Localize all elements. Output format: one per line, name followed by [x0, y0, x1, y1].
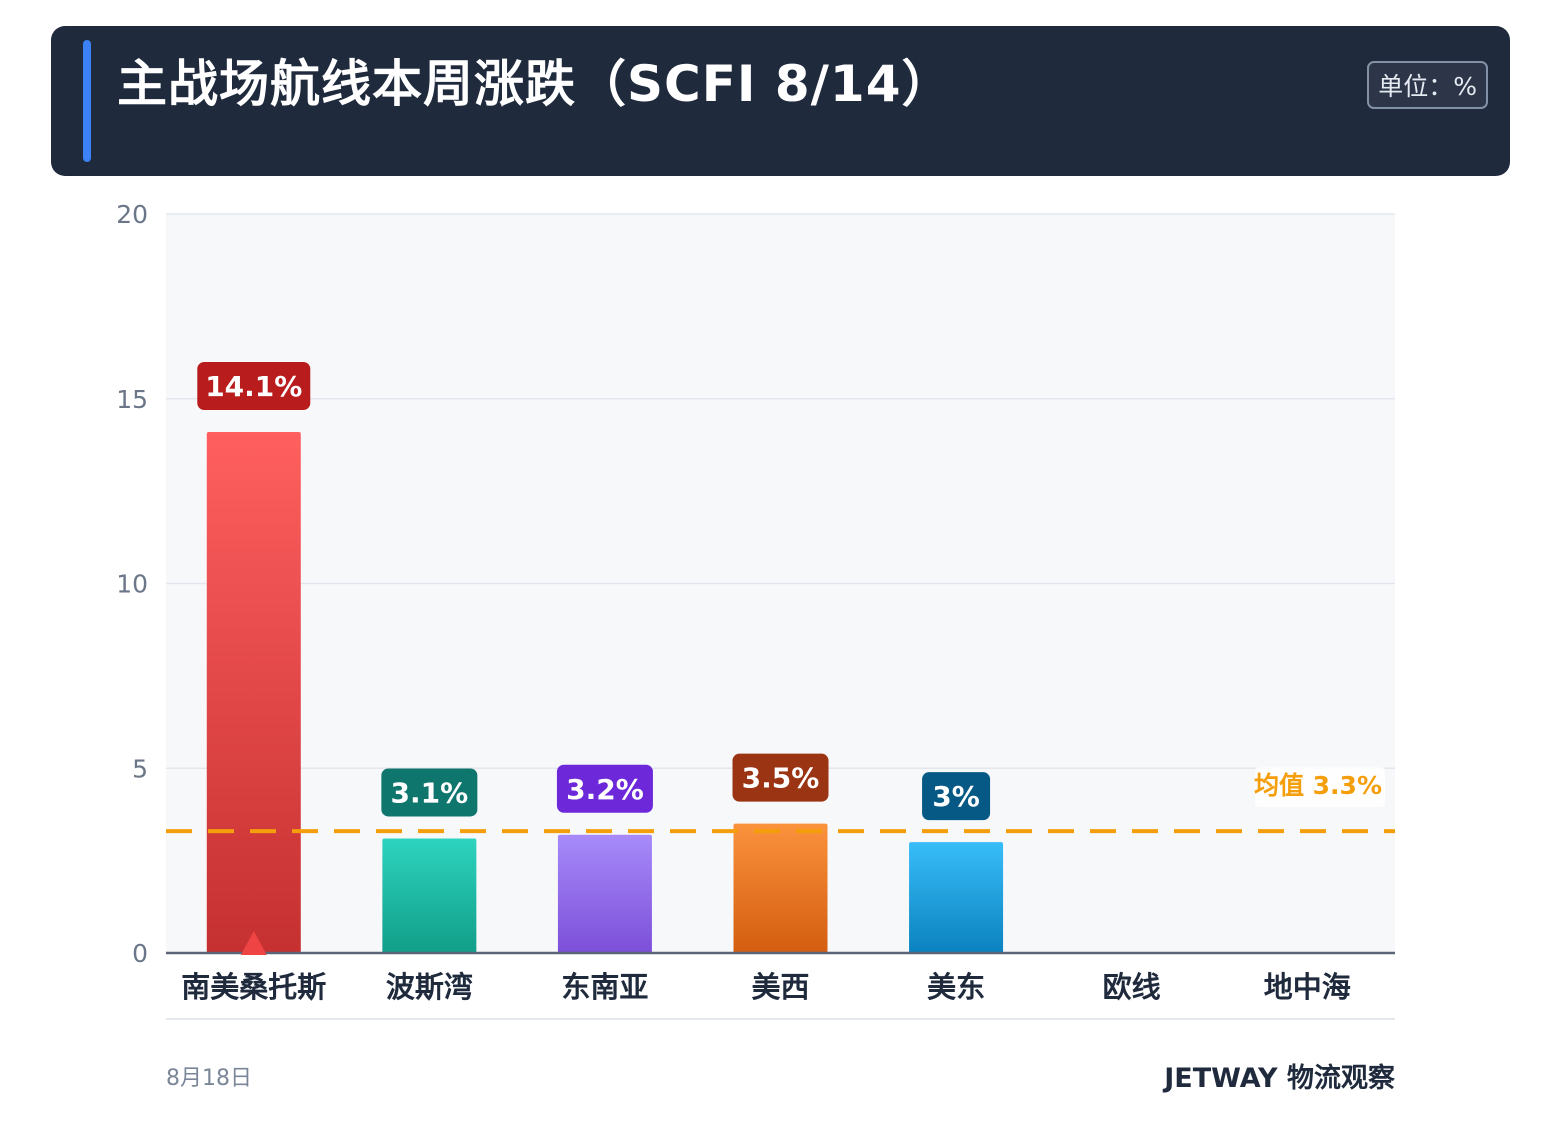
bar: [382, 838, 477, 953]
data-label: 14.1%: [197, 362, 311, 411]
header-banner: 主战场航线本周涨跌（SCFI 8/14） 单位：%: [51, 26, 1510, 176]
value-labels: 14.1% 3.1% 3.2% 3.5% 3%: [197, 362, 991, 821]
data-label: 3.1%: [381, 768, 478, 817]
data-label-text: 3.2%: [566, 773, 644, 806]
footer-brand: JETWAY 物流观察: [1164, 1063, 1395, 1094]
bar: [909, 842, 1004, 953]
x-tick-label: 地中海: [1264, 970, 1351, 1004]
data-label-pill: [556, 764, 653, 813]
data-label-pill: [922, 772, 991, 821]
bar: [206, 432, 301, 953]
data-label-text: 14.1%: [205, 370, 302, 403]
bars: [206, 432, 1004, 953]
x-axis-labels: 南美桑托斯 波斯湾 东南亚 美西 美东 欧线 地中海: [181, 970, 1350, 1004]
unit-badge: 单位：%: [1367, 61, 1488, 109]
x-tick-label: 南美桑托斯: [181, 970, 326, 1004]
x-tick-label: 东南亚: [561, 970, 648, 1004]
footer-divider: [166, 1018, 1395, 1020]
data-label: 3.2%: [556, 764, 653, 813]
y-tick-label: 0: [132, 939, 148, 968]
grid-lines: [166, 213, 1395, 769]
y-axis-ticks: 0 5 10 15 20: [116, 200, 148, 968]
highlight-marker-group: [240, 931, 267, 955]
bar: [557, 834, 652, 953]
y-tick-label: 5: [132, 754, 148, 783]
data-label-text: 3.1%: [391, 776, 469, 809]
x-tick-label: 波斯湾: [386, 970, 473, 1004]
bar: [733, 823, 828, 953]
y-tick-label: 20: [116, 200, 148, 229]
average-line-group: 均值 3.3%: [166, 767, 1395, 834]
data-label: 3%: [922, 772, 991, 821]
page-title: 主战场航线本周涨跌（SCFI 8/14）: [117, 55, 953, 113]
data-label: 3.5%: [732, 753, 829, 802]
data-label-pill: [197, 362, 311, 411]
average-label-bg: [1255, 767, 1385, 808]
x-tick-label: 欧线: [1103, 970, 1161, 1004]
average-label: 均值 3.3%: [1254, 771, 1382, 800]
highlight-marker-icon: [240, 931, 267, 955]
x-tick-label: 美东: [927, 970, 985, 1004]
footer-date: 8月18日: [166, 1066, 252, 1091]
y-tick-label: 10: [116, 570, 148, 599]
x-tick-label: 美西: [751, 970, 809, 1004]
y-tick-label: 15: [116, 385, 148, 414]
data-label-text: 3.5%: [742, 762, 820, 795]
data-label-pill: [732, 753, 829, 802]
data-label-pill: [381, 768, 478, 817]
data-label-text: 3%: [932, 780, 980, 813]
accent-bar: [83, 40, 91, 162]
